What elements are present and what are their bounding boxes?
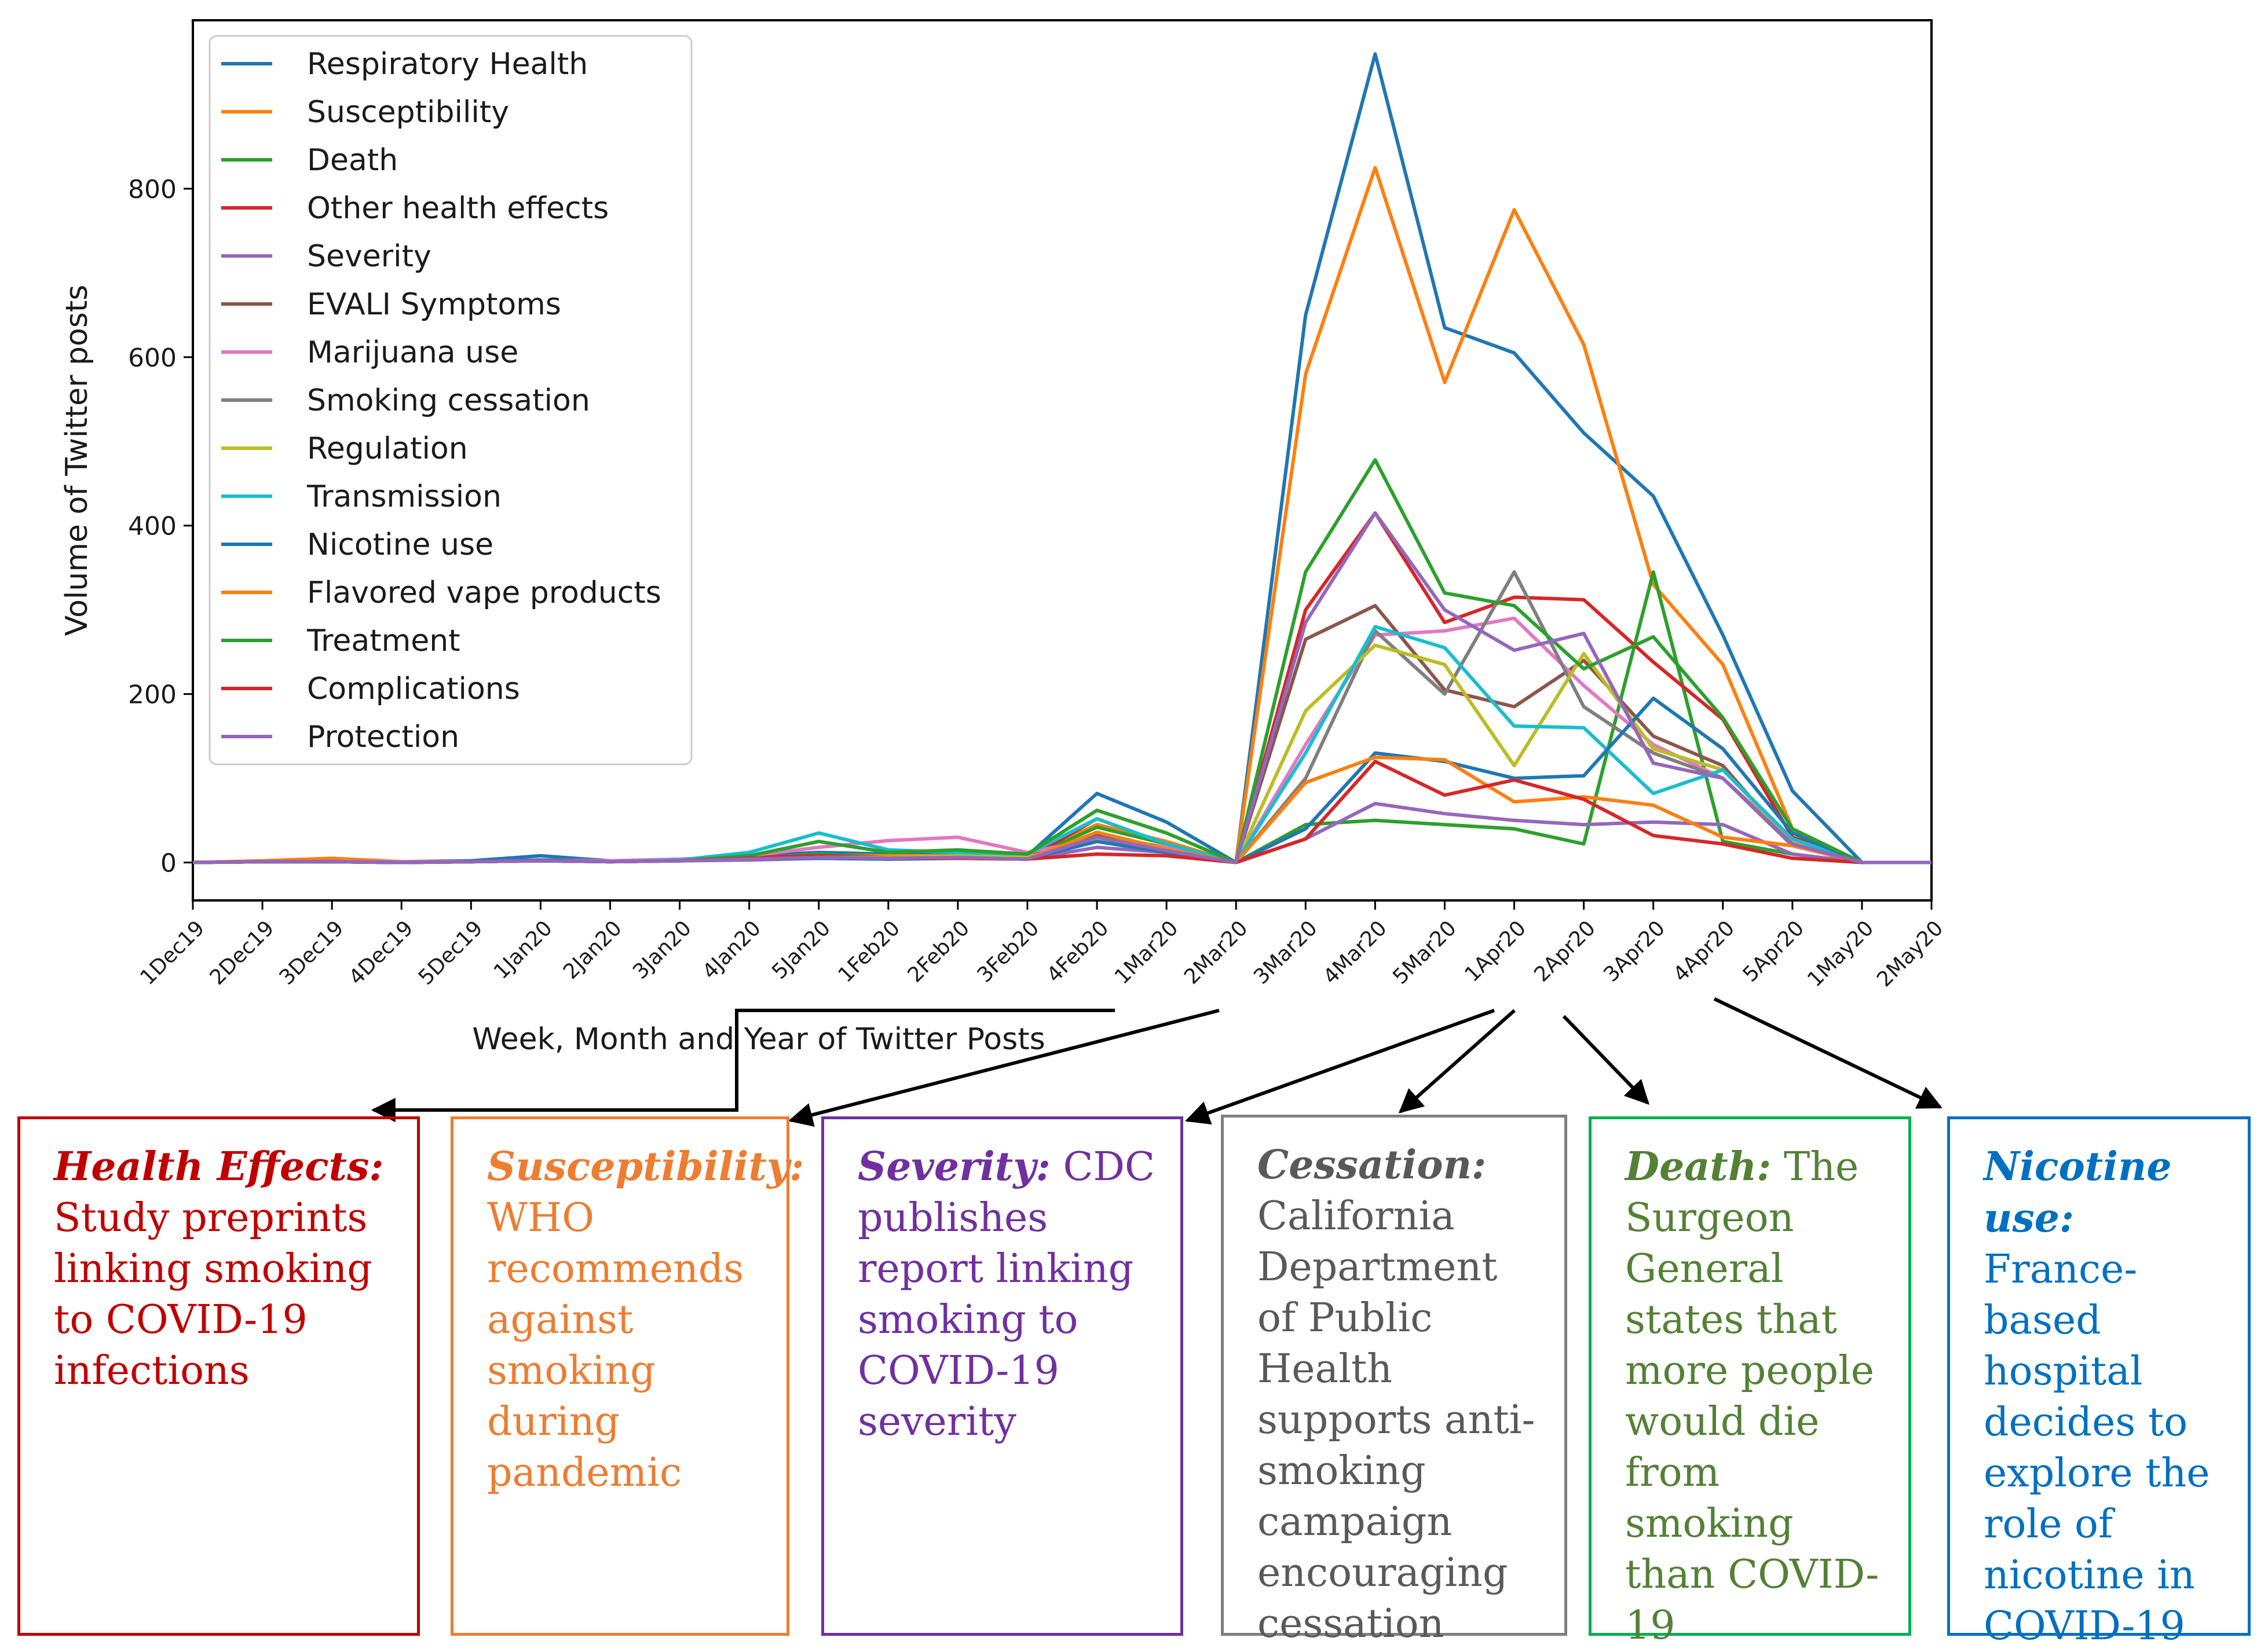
- x-tick-label: 1Mar20: [1110, 916, 1183, 989]
- legend-label: Other health effects: [307, 191, 609, 226]
- health-effects-body: Study preprints linking smoking to COVID…: [54, 1195, 372, 1394]
- x-tick-label: 4Dec19: [345, 916, 418, 990]
- legend-label: Severity: [307, 239, 431, 274]
- arrow-cessation: [1398, 1009, 1516, 1113]
- x-tick-label: 4Jan20: [698, 916, 766, 984]
- severity-lead: Severity:: [858, 1144, 1051, 1190]
- y-tick-label: 0: [160, 849, 177, 878]
- nicotine-body: France-based hospital decides to explore…: [1984, 1247, 2210, 1649]
- y-tick-label: 400: [128, 512, 177, 541]
- x-tick-label: 5Apr20: [1739, 916, 1809, 987]
- x-tick-label: 1Apr20: [1460, 916, 1531, 987]
- x-tick-label: 1May20: [1803, 916, 1878, 991]
- susceptibility-lead: Susceptibility:: [487, 1144, 804, 1190]
- arrow-nicotine: [1713, 997, 1943, 1109]
- x-tick-label: 2Feb20: [903, 916, 975, 987]
- x-tick-label: 5Mar20: [1388, 916, 1461, 989]
- cessation-body: California Department of Public Health s…: [1257, 1193, 1535, 1647]
- y-tick-label: 200: [128, 680, 177, 710]
- legend-label: Respiratory Health: [307, 47, 588, 82]
- y-axis-title: Volume of Twitter posts: [60, 285, 94, 636]
- x-tick-label: 2Jan20: [559, 916, 627, 984]
- x-tick-label: 2Dec19: [206, 916, 279, 990]
- x-tick-label: 4Feb20: [1042, 916, 1114, 987]
- annotation-death: Death: The Surgeon General states that m…: [1589, 1116, 1911, 1649]
- x-tick-label: 1Dec19: [136, 916, 210, 990]
- legend-label: Treatment: [306, 624, 460, 658]
- arrow-death: [1562, 1014, 1649, 1105]
- x-tick-label: 3Apr20: [1599, 916, 1670, 987]
- x-tick-label: 4Mar20: [1319, 916, 1392, 989]
- x-tick-label: 3Jan20: [628, 916, 696, 984]
- arrow-susceptibility: [788, 1009, 1220, 1127]
- legend-box: [208, 35, 693, 765]
- x-tick-label: 2Mar20: [1180, 916, 1253, 989]
- x-tick-label: 5Dec19: [414, 916, 488, 990]
- health-effects-lead: Health Effects:: [54, 1144, 384, 1190]
- legend-label: Complications: [307, 672, 520, 706]
- legend-label: Marijuana use: [307, 335, 518, 370]
- nicotine-lead: Nicotine use:: [1984, 1144, 2172, 1241]
- annotation-health-effects: Health Effects: Study preprints linking …: [17, 1116, 420, 1636]
- y-tick-label: 600: [128, 343, 177, 373]
- x-tick-label: 2Apr20: [1530, 916, 1600, 987]
- legend-label: Nicotine use: [307, 528, 493, 562]
- x-tick-label: 3Mar20: [1249, 916, 1322, 989]
- death-lead: Death:: [1625, 1144, 1772, 1190]
- arrow-severity: [1185, 1009, 1495, 1125]
- x-tick-label: 3Dec19: [275, 916, 349, 990]
- annotation-susceptibility: Susceptibility: WHO recommends against s…: [451, 1116, 804, 1636]
- arrow-health-effects: [371, 1009, 1115, 1122]
- legend-label: Regulation: [307, 431, 468, 466]
- legend-label: Flavored vape products: [307, 576, 661, 610]
- x-tick-label: 5Jan20: [767, 916, 835, 984]
- severity-body: CDC publishes report linking smoking to …: [858, 1144, 1155, 1445]
- x-tick-label: 4Apr20: [1669, 916, 1740, 987]
- annotation-nicotine: Nicotine use: France-based hospital deci…: [1947, 1116, 2251, 1649]
- x-tick-label: 1Jan20: [489, 916, 557, 984]
- annotation-arrows: [371, 997, 1943, 1127]
- x-tick-label: 2May20: [1872, 916, 1948, 991]
- x-tick-label: 3Feb20: [973, 916, 1044, 987]
- annotation-cessation: Cessation: California Department of Publ…: [1221, 1115, 1567, 1647]
- susceptibility-body: WHO recommends against smoking during pa…: [487, 1195, 744, 1496]
- y-tick-label: 800: [128, 175, 177, 204]
- series-line: [192, 511, 1932, 865]
- x-axis-title: Week, Month and Year of Twitter Posts: [472, 1022, 1045, 1057]
- legend-label: Protection: [307, 720, 459, 754]
- death-body: The Surgeon General states that more peo…: [1625, 1144, 1879, 1649]
- legend-label: Susceptibility: [307, 95, 509, 130]
- legend-label: Smoking cessation: [307, 383, 590, 418]
- legend-label: Death: [307, 143, 398, 178]
- cessation-lead: Cessation:: [1257, 1142, 1487, 1188]
- legend-label: Transmission: [306, 479, 502, 514]
- x-tick-label: 1Feb20: [834, 916, 905, 987]
- legend-label: EVALI Symptoms: [307, 287, 561, 322]
- annotation-severity: Severity: CDC publishes report linking s…: [821, 1116, 1183, 1636]
